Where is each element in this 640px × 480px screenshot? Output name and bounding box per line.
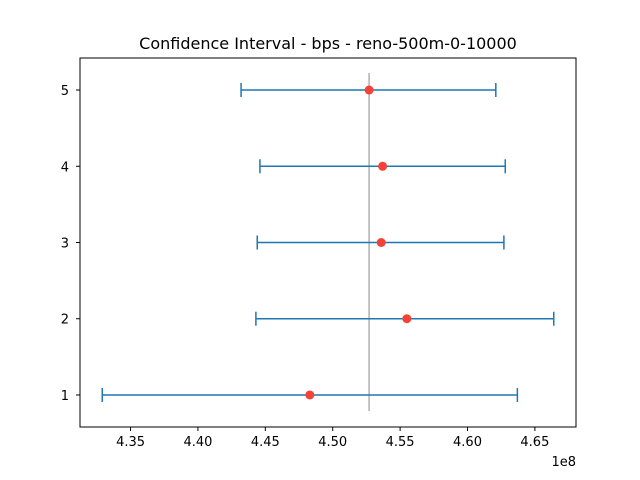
y-tick-label: 4 bbox=[61, 160, 69, 175]
mean-point-4 bbox=[378, 161, 388, 171]
y-tick-label: 5 bbox=[61, 84, 69, 99]
mean-point-2 bbox=[402, 314, 412, 324]
x-tick-label: 4.45 bbox=[251, 435, 280, 450]
x-tick-label: 4.40 bbox=[183, 435, 212, 450]
mean-point-3 bbox=[376, 238, 386, 247]
x-tick-label: 4.55 bbox=[386, 435, 415, 450]
x-tick-label: 4.50 bbox=[318, 435, 347, 450]
x-tick-label: 4.65 bbox=[520, 435, 549, 450]
mean-point-5 bbox=[364, 85, 374, 95]
y-axis: 1 2 3 4 5 bbox=[61, 84, 80, 404]
chart-title: Confidence Interval - bps - reno-500m-0-… bbox=[139, 34, 517, 53]
mean-point-1 bbox=[305, 390, 315, 400]
y-tick-label: 3 bbox=[61, 237, 69, 252]
x-axis-offset-label: 1e8 bbox=[551, 455, 576, 470]
x-tick-label: 4.60 bbox=[453, 435, 482, 450]
x-tick-label: 4.35 bbox=[116, 435, 145, 450]
plot-layer bbox=[101, 73, 555, 411]
y-tick-label: 2 bbox=[61, 313, 69, 328]
y-tick-label: 1 bbox=[61, 389, 69, 404]
x-axis: 4.35 4.40 4.45 4.50 4.55 4.60 4.65 bbox=[116, 427, 549, 450]
